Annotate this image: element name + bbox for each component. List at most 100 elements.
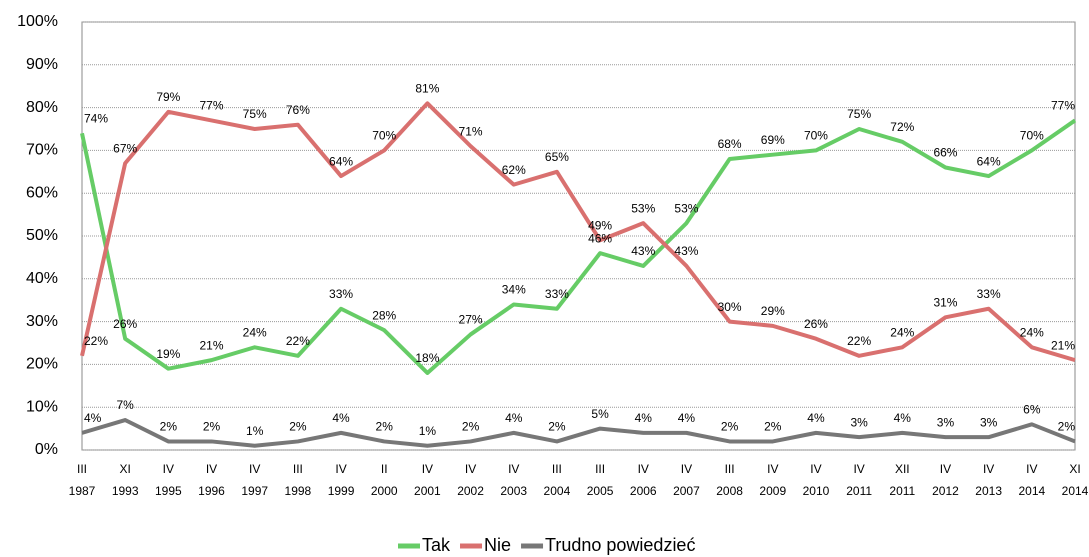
data-label: 70% <box>804 129 828 143</box>
x-tick-label: 1987 <box>69 484 96 498</box>
data-label: 3% <box>937 415 955 429</box>
data-label: 5% <box>591 407 609 421</box>
data-label: 64% <box>329 154 353 168</box>
data-label: 21% <box>200 338 224 352</box>
data-label: 68% <box>718 137 742 151</box>
data-label: 24% <box>890 325 914 339</box>
data-label: 4% <box>84 411 102 425</box>
data-label: 69% <box>761 133 785 147</box>
x-tick-label: III <box>552 462 562 476</box>
data-label: 43% <box>674 244 698 258</box>
x-tick-label: 2008 <box>716 484 743 498</box>
data-label: 4% <box>807 411 825 425</box>
data-label: 2% <box>462 420 480 434</box>
data-label: 53% <box>631 201 655 215</box>
x-tick-label: III <box>725 462 735 476</box>
data-label: 70% <box>372 129 396 143</box>
data-label: 33% <box>545 287 569 301</box>
series-line <box>81 418 1076 448</box>
legend: Tak Nie Trudno powiedzieć <box>398 535 695 555</box>
data-label: 67% <box>113 141 137 155</box>
data-label: 77% <box>200 99 224 113</box>
y-tick-label: 80% <box>26 99 58 116</box>
data-label: 1% <box>246 424 264 438</box>
data-label: 24% <box>1020 325 1044 339</box>
data-label: 18% <box>415 351 439 365</box>
data-label: 4% <box>678 411 696 425</box>
x-tick-label: 1996 <box>198 484 225 498</box>
x-tick-label: IV <box>508 462 519 476</box>
data-label: 2% <box>289 420 307 434</box>
x-tick-label: IV <box>465 462 476 476</box>
x-tick-label: 2003 <box>500 484 527 498</box>
x-tick-label: XII <box>895 462 910 476</box>
data-label: 75% <box>847 107 871 121</box>
x-tick-label: III <box>293 462 303 476</box>
data-label: 43% <box>631 244 655 258</box>
x-tick-label: IV <box>249 462 260 476</box>
data-label: 70% <box>1020 129 1044 143</box>
data-label: 2% <box>160 420 178 434</box>
x-tick-label: IV <box>422 462 433 476</box>
series-line <box>80 101 1076 363</box>
x-tick-label: 2007 <box>673 484 700 498</box>
x-tick-label: IV <box>163 462 174 476</box>
data-label: 2% <box>203 420 221 434</box>
x-tick-label: 2001 <box>414 484 441 498</box>
data-label: 81% <box>415 81 439 95</box>
x-tick-label: IV <box>940 462 951 476</box>
data-label: 21% <box>1051 338 1075 352</box>
x-tick-label: 2000 <box>371 484 398 498</box>
data-label: 2% <box>1058 420 1076 434</box>
y-tick-label: 20% <box>26 356 58 373</box>
data-label: 22% <box>847 334 871 348</box>
data-label: 1% <box>419 424 437 438</box>
x-tick-label: 2009 <box>759 484 786 498</box>
x-tick-label: IV <box>810 462 821 476</box>
data-label: 26% <box>113 317 137 331</box>
x-tick-label: IV <box>335 462 346 476</box>
x-tick-label: III <box>595 462 605 476</box>
data-label: 62% <box>502 163 526 177</box>
x-tick-label: 2006 <box>630 484 657 498</box>
data-label: 2% <box>764 420 782 434</box>
x-tick-label: 2010 <box>803 484 830 498</box>
y-tick-label: 30% <box>26 313 58 330</box>
data-label: 75% <box>243 107 267 121</box>
x-tick-label: 2014 <box>1062 484 1089 498</box>
data-label: 74% <box>84 111 108 125</box>
data-label: 77% <box>1051 99 1075 113</box>
data-label: 53% <box>674 201 698 215</box>
data-label: 72% <box>890 120 914 134</box>
y-tick-label: 70% <box>26 142 58 159</box>
x-tick-label: 2002 <box>457 484 484 498</box>
x-tick-label: 1995 <box>155 484 182 498</box>
data-label: 26% <box>804 317 828 331</box>
data-label: 71% <box>459 124 483 138</box>
x-tick-label: 1997 <box>241 484 268 498</box>
y-tick-label: 0% <box>35 441 58 458</box>
data-label: 31% <box>933 295 957 309</box>
x-tick-label: III <box>77 462 87 476</box>
y-tick-label: 50% <box>26 227 58 244</box>
data-label: 4% <box>505 411 523 425</box>
x-tick-label: IV <box>638 462 649 476</box>
data-label: 49% <box>588 218 612 232</box>
legend-label: Trudno powiedzieć <box>545 535 695 555</box>
data-label: 79% <box>156 90 180 104</box>
data-label: 28% <box>372 308 396 322</box>
x-tick-label: 2012 <box>932 484 959 498</box>
data-label: 2% <box>376 420 394 434</box>
x-tick-label: 1999 <box>328 484 355 498</box>
x-tick-label: 2013 <box>975 484 1002 498</box>
x-tick-label: 2004 <box>544 484 571 498</box>
data-label: 3% <box>850 415 868 429</box>
legend-label: Nie <box>484 535 511 555</box>
data-label: 46% <box>588 231 612 245</box>
series-line <box>80 118 1077 375</box>
y-tick-label: 60% <box>26 184 58 201</box>
data-label: 2% <box>721 420 739 434</box>
data-label: 4% <box>635 411 653 425</box>
data-label: 4% <box>332 411 350 425</box>
